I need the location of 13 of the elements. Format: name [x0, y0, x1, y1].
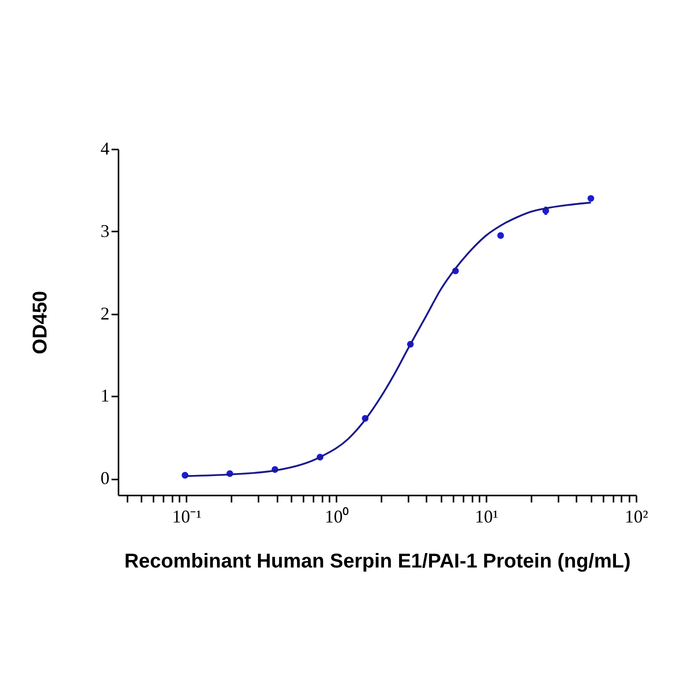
x-tick-label: 10¹	[474, 506, 498, 526]
y-tick-label: 0	[100, 468, 110, 488]
x-tick-label: 10⁰	[324, 506, 349, 526]
x-axis-title: Recombinant Human Serpin E1/PAI-1 Protein (ng/mL)	[124, 550, 631, 572]
point	[497, 232, 504, 239]
x-tick-label: 10²	[624, 506, 648, 526]
y-tick-label: 3	[100, 220, 110, 241]
y-tick-label: 2	[100, 303, 110, 324]
y-axis-title: OD450	[30, 290, 52, 354]
x-tick-label: 10⁻¹	[172, 506, 202, 526]
y-tick-label: 4	[100, 138, 110, 158]
y-tick-label: 1	[100, 386, 110, 406]
point	[588, 195, 594, 202]
